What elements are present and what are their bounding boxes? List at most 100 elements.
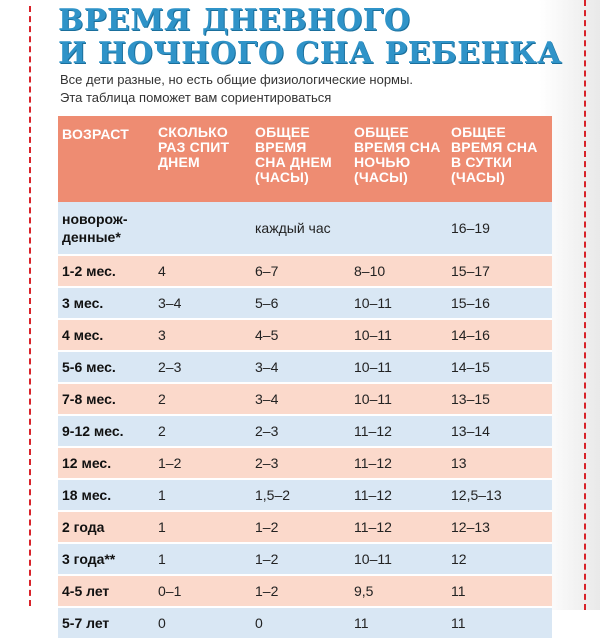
table-body: новорож-денные* каждый час 16–19 1-2 мес. 4 6… xyxy=(58,202,552,640)
naps-cell: 1 xyxy=(154,543,251,576)
title-line: ВРЕМЯ ДНЕВНОГО xyxy=(58,3,411,38)
day-sleep-cell: 1–2 xyxy=(251,575,350,608)
night-sleep-cell: 8–10 xyxy=(350,255,447,288)
age-label: 5-6 мес. xyxy=(62,359,116,375)
header-line: В СУТКИ xyxy=(451,154,513,170)
header-line: ДНЕМ xyxy=(158,154,200,170)
naps-cell: 4 xyxy=(154,255,251,288)
age-label: 9-12 мес. xyxy=(62,423,124,439)
total-sleep-cell: 13 xyxy=(447,447,552,480)
header-day-sleep: ОБЩЕЕ ВРЕМЯ СНА ДНЕМ (ЧАСЫ) xyxy=(251,116,350,202)
naps-cell: 0–1 xyxy=(154,575,251,608)
header-age: ВОЗРАСТ xyxy=(58,116,154,202)
dashed-border-right xyxy=(584,0,586,610)
night-sleep-cell: 11–12 xyxy=(350,415,447,448)
age-label: 3 года** xyxy=(62,551,116,567)
age-label: 5-7 лет xyxy=(62,615,110,631)
age-label: денные* xyxy=(62,229,121,245)
table-row: новорож-денные* каждый час 16–19 xyxy=(58,202,552,256)
naps-cell: 3–4 xyxy=(154,287,251,320)
total-sleep-cell: 12 xyxy=(447,543,552,576)
night-sleep-cell: 10–11 xyxy=(350,351,447,384)
age-cell: 4-5 лет xyxy=(58,575,154,608)
age-cell: 1-2 мес. xyxy=(58,255,154,288)
table-row: 2 года 1 1–2 11–12 12–13 xyxy=(58,511,552,544)
age-label: 4 мес. xyxy=(62,327,104,343)
table-row: 18 мес. 1 1,5–2 11–12 12,5–13 xyxy=(58,479,552,512)
table-row: 5-7 лет 0 0 11 11 xyxy=(58,607,552,640)
age-label: 2 года xyxy=(62,519,105,535)
naps-cell: 3 xyxy=(154,319,251,352)
age-label: 3 мес. xyxy=(62,295,104,311)
title-line: И НОЧНОГО СНА РЕБЕНКА xyxy=(58,36,563,71)
table-row: 7-8 мес. 2 3–4 10–11 13–15 xyxy=(58,383,552,416)
header-line: ВРЕМЯ СНА xyxy=(354,139,441,155)
table-row: 12 мес. 1–2 2–3 11–12 13 xyxy=(58,447,552,480)
age-label: 1-2 мес. xyxy=(62,263,116,279)
night-sleep-cell: 11–12 xyxy=(350,479,447,512)
total-sleep-cell: 14–15 xyxy=(447,351,552,384)
total-sleep-cell: 13–15 xyxy=(447,383,552,416)
day-sleep-cell: 3–4 xyxy=(251,383,350,416)
night-sleep-cell xyxy=(350,202,447,256)
header-line: ВОЗРАСТ xyxy=(62,126,130,142)
age-cell: 3 года** xyxy=(58,543,154,576)
header-line: РАЗ СПИТ xyxy=(158,139,230,155)
table-header-row: ВОЗРАСТ СКОЛЬКО РАЗ СПИТ ДНЕМ ОБЩЕЕ ВРЕМЯ СНА … xyxy=(58,116,552,202)
total-sleep-cell: 13–14 xyxy=(447,415,552,448)
header-night-sleep: ОБЩЕЕ ВРЕМЯ СНА НОЧЬЮ (ЧАСЫ) xyxy=(350,116,447,202)
total-sleep-cell: 14–16 xyxy=(447,319,552,352)
day-sleep-cell: 1–2 xyxy=(251,511,350,544)
age-label: 7-8 мес. xyxy=(62,391,116,407)
night-sleep-cell: 11–12 xyxy=(350,511,447,544)
header-line: СКОЛЬКО xyxy=(158,124,228,140)
night-sleep-cell: 10–11 xyxy=(350,543,447,576)
age-label: 12 мес. xyxy=(62,455,112,471)
dashed-border-left xyxy=(29,6,31,606)
table-row: 1-2 мес. 4 6–7 8–10 15–17 xyxy=(58,255,552,288)
age-label: 4-5 лет xyxy=(62,583,110,599)
age-cell: 18 мес. xyxy=(58,479,154,512)
day-sleep-cell: 4–5 xyxy=(251,319,350,352)
night-sleep-cell: 9,5 xyxy=(350,575,447,608)
age-label: 18 мес. xyxy=(62,487,112,503)
day-sleep-cell: 2–3 xyxy=(251,415,350,448)
age-label: новорож- xyxy=(62,211,128,227)
total-sleep-cell: 11 xyxy=(447,607,552,640)
header-line: ВРЕМЯ xyxy=(255,139,307,155)
age-cell: новорож-денные* xyxy=(58,202,154,256)
total-sleep-cell: 11 xyxy=(447,575,552,608)
header-line: (ЧАСЫ) xyxy=(255,169,309,185)
night-sleep-cell: 10–11 xyxy=(350,383,447,416)
total-sleep-cell: 16–19 xyxy=(447,202,552,256)
header-line: (ЧАСЫ) xyxy=(451,169,505,185)
table-row: 5-6 мес. 2–3 3–4 10–11 14–15 xyxy=(58,351,552,384)
subtitle-line: Все дети разные, но есть общие физиологи… xyxy=(60,72,413,87)
table-row: 9-12 мес. 2 2–3 11–12 13–14 xyxy=(58,415,552,448)
table-row: 3 года** 1 1–2 10–11 12 xyxy=(58,543,552,576)
day-sleep-cell: 6–7 xyxy=(251,255,350,288)
naps-cell xyxy=(154,202,251,256)
age-cell: 4 мес. xyxy=(58,319,154,352)
page-title: ВРЕМЯ ДНЕВНОГО И НОЧНОГО СНА РЕБЕНКА xyxy=(58,4,562,70)
naps-cell: 2–3 xyxy=(154,351,251,384)
age-cell: 5-7 лет xyxy=(58,607,154,640)
header-line: ОБЩЕЕ xyxy=(451,124,506,140)
total-sleep-cell: 12,5–13 xyxy=(447,479,552,512)
naps-cell: 1–2 xyxy=(154,447,251,480)
header-naps: СКОЛЬКО РАЗ СПИТ ДНЕМ xyxy=(154,116,251,202)
night-sleep-cell: 11–12 xyxy=(350,447,447,480)
header-line: СНА ДНЕМ xyxy=(255,154,332,170)
header-line: НОЧЬЮ xyxy=(354,154,411,170)
header-line: ВРЕМЯ СНА xyxy=(451,139,538,155)
day-sleep-cell: 0 xyxy=(251,607,350,640)
naps-cell: 1 xyxy=(154,479,251,512)
subtitle: Все дети разные, но есть общие физиологи… xyxy=(60,71,413,107)
age-cell: 9-12 мес. xyxy=(58,415,154,448)
table-row: 4 мес. 3 4–5 10–11 14–16 xyxy=(58,319,552,352)
header-line: ОБЩЕЕ xyxy=(354,124,409,140)
age-cell: 7-8 мес. xyxy=(58,383,154,416)
header-line: ОБЩЕЕ xyxy=(255,124,310,140)
age-cell: 3 мес. xyxy=(58,287,154,320)
header-total-sleep: ОБЩЕЕ ВРЕМЯ СНА В СУТКИ (ЧАСЫ) xyxy=(447,116,552,202)
